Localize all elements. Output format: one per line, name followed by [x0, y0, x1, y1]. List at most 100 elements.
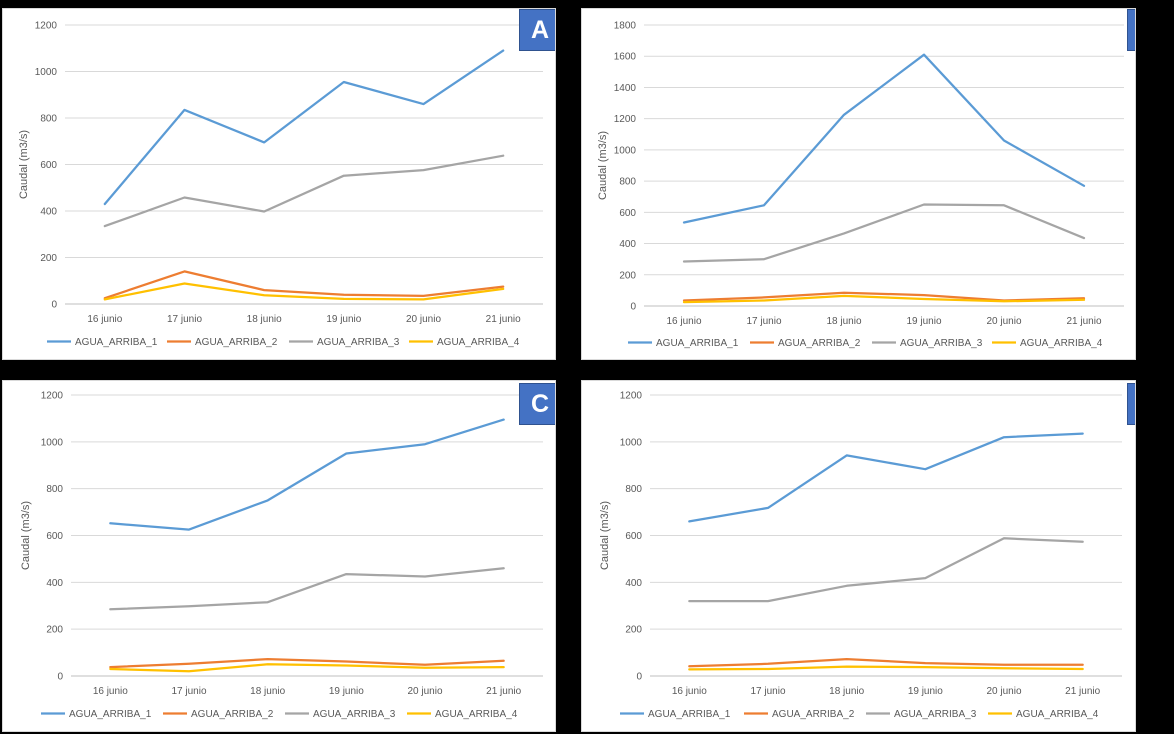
- x-tick-label: 16 junio: [672, 686, 707, 697]
- x-tick-label: 20 junio: [986, 686, 1021, 697]
- y-tick-label: 1400: [614, 83, 637, 94]
- x-tick-label: 17 junio: [746, 316, 781, 327]
- series-line-agua-arriba-4: [109, 663, 505, 673]
- legend-entry-agua-arriba-4: AGUA_ARRIBA_4: [435, 709, 518, 720]
- series-line-agua-arriba-1: [103, 49, 505, 206]
- x-tick-label: 19 junio: [906, 316, 941, 327]
- legend-entry-agua-arriba-3: AGUA_ARRIBA_3: [317, 337, 400, 348]
- y-tick-label: 600: [625, 531, 642, 542]
- x-tick-label: 17 junio: [167, 314, 202, 325]
- y-tick-label: 0: [51, 300, 57, 311]
- y-tick-label: 1200: [620, 391, 643, 402]
- series-line-agua-arriba-1: [109, 418, 505, 531]
- y-tick-label: 1200: [41, 391, 64, 402]
- legend-entry-agua-arriba-1: AGUA_ARRIBA_1: [656, 338, 739, 349]
- x-tick-label: 16 junio: [93, 686, 128, 697]
- chart-panel-c: 0 200 400 600 800 1000 1200 16 junio 17 junio 18 …: [2, 380, 556, 732]
- x-tick-label: 19 junio: [329, 686, 364, 697]
- legend-entry-agua-arriba-2: AGUA_ARRIBA_2: [195, 337, 278, 348]
- legend-entry-agua-arriba-4: AGUA_ARRIBA_4: [1016, 709, 1099, 720]
- legend-entry-agua-arriba-4: AGUA_ARRIBA_4: [437, 337, 520, 348]
- chart-panel-b: 0 200 400 600 800 1000 1200 1400 1600 1800 16 juni…: [581, 8, 1136, 360]
- line-chart-a: 0 200 400 600 800 1000 1200 16 junio 17 junio 18 …: [18, 21, 543, 348]
- y-tick-label: 400: [40, 207, 57, 218]
- series-line-agua-arriba-4: [688, 665, 1084, 671]
- x-tick-label: 19 junio: [326, 314, 361, 325]
- chart-panel-d: 0 200 400 600 800 1000 1200 16 junio 17 junio 18 …: [581, 380, 1136, 732]
- series-line-agua-arriba-3: [103, 154, 505, 228]
- line-chart-c: 0 200 400 600 800 1000 1200 16 junio 17 junio 18 …: [20, 391, 543, 720]
- x-tick-label: 21 junio: [486, 314, 521, 325]
- y-tick-label: 1000: [41, 437, 64, 448]
- x-tick-label: 21 junio: [1065, 686, 1100, 697]
- series-line-agua-arriba-2: [688, 657, 1084, 668]
- x-tick-label: 20 junio: [406, 314, 441, 325]
- x-tick-label: 18 junio: [829, 686, 864, 697]
- series-line-agua-arriba-2: [109, 657, 505, 669]
- x-tick-label: 20 junio: [407, 686, 442, 697]
- y-axis-label: Caudal (m3/s): [599, 501, 611, 570]
- y-tick-label: 600: [40, 160, 57, 171]
- x-tick-label: 18 junio: [826, 316, 861, 327]
- y-axis-label: Caudal (m3/s): [18, 130, 30, 199]
- y-tick-label: 1000: [614, 145, 637, 156]
- legend-entry-agua-arriba-3: AGUA_ARRIBA_3: [894, 709, 977, 720]
- series-line-agua-arriba-2: [103, 270, 505, 300]
- y-tick-label: 600: [46, 531, 63, 542]
- line-chart-b: 0 200 400 600 800 1000 1200 1400 1600 1800 16 juni…: [597, 21, 1124, 349]
- x-tick-label: 21 junio: [486, 686, 521, 697]
- x-tick-label: 18 junio: [250, 686, 285, 697]
- series-line-agua-arriba-3: [109, 567, 505, 611]
- line-chart-d: 0 200 400 600 800 1000 1200 16 junio 17 junio 18 …: [599, 391, 1122, 720]
- y-tick-label: 0: [636, 672, 642, 683]
- panel-label-badge-a: A: [519, 9, 555, 51]
- legend-entry-agua-arriba-1: AGUA_ARRIBA_1: [69, 709, 152, 720]
- legend-entry-agua-arriba-2: AGUA_ARRIBA_2: [772, 709, 855, 720]
- legend-entry-agua-arriba-2: AGUA_ARRIBA_2: [191, 709, 274, 720]
- y-tick-label: 1800: [614, 21, 637, 32]
- chart-panel-a: 0 200 400 600 800 1000 1200 16 junio 17 junio 18 …: [2, 8, 556, 360]
- series-line-agua-arriba-4: [103, 282, 505, 301]
- series-line-agua-arriba-4: [682, 294, 1086, 304]
- y-axis-label: Caudal (m3/s): [20, 501, 32, 570]
- series-line-agua-arriba-1: [688, 432, 1084, 523]
- y-tick-label: 0: [57, 672, 63, 683]
- legend-entry-agua-arriba-2: AGUA_ARRIBA_2: [778, 338, 861, 349]
- y-tick-label: 200: [40, 253, 57, 264]
- legend-entry-agua-arriba-1: AGUA_ARRIBA_1: [75, 337, 158, 348]
- y-tick-label: 200: [625, 625, 642, 636]
- series-line-agua-arriba-3: [682, 203, 1086, 263]
- legend-entry-agua-arriba-3: AGUA_ARRIBA_3: [900, 338, 983, 349]
- y-tick-label: 1200: [614, 114, 637, 125]
- y-axis-label: Caudal (m3/s): [597, 131, 609, 200]
- legend-entry-agua-arriba-1: AGUA_ARRIBA_1: [648, 709, 731, 720]
- y-tick-label: 1600: [614, 52, 637, 63]
- y-tick-label: 200: [619, 270, 636, 281]
- y-tick-label: 600: [619, 208, 636, 219]
- x-tick-label: 16 junio: [666, 316, 701, 327]
- x-tick-label: 19 junio: [908, 686, 943, 697]
- y-tick-label: 800: [625, 484, 642, 495]
- y-tick-label: 200: [46, 625, 63, 636]
- x-tick-label: 18 junio: [247, 314, 282, 325]
- x-tick-label: 16 junio: [87, 314, 122, 325]
- panel-label-badge-b: B: [1127, 9, 1135, 51]
- y-tick-label: 800: [619, 177, 636, 188]
- legend-entry-agua-arriba-3: AGUA_ARRIBA_3: [313, 709, 396, 720]
- y-tick-label: 400: [46, 578, 63, 589]
- y-tick-label: 1200: [35, 21, 58, 32]
- y-tick-label: 1000: [35, 67, 58, 78]
- x-tick-label: 20 junio: [986, 316, 1021, 327]
- panel-label-badge-c: C: [519, 383, 555, 425]
- y-tick-label: 400: [625, 578, 642, 589]
- series-line-agua-arriba-1: [682, 53, 1086, 224]
- y-tick-label: 0: [630, 302, 636, 313]
- x-tick-label: 17 junio: [750, 686, 785, 697]
- x-tick-label: 21 junio: [1066, 316, 1101, 327]
- y-tick-label: 800: [46, 484, 63, 495]
- y-tick-label: 400: [619, 239, 636, 250]
- y-tick-label: 800: [40, 114, 57, 125]
- series-line-agua-arriba-3: [688, 537, 1084, 603]
- legend-entry-agua-arriba-4: AGUA_ARRIBA_4: [1020, 338, 1103, 349]
- panel-label-badge-d: D: [1127, 383, 1135, 425]
